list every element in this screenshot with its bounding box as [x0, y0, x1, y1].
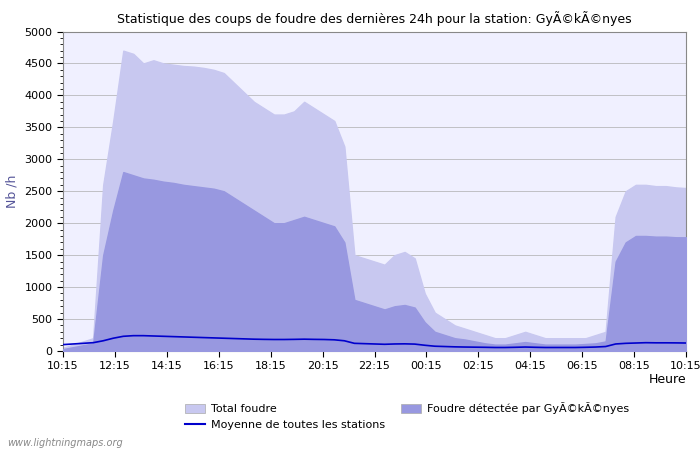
- Y-axis label: Nb /h: Nb /h: [6, 175, 19, 208]
- Title: Statistique des coups de foudre des dernières 24h pour la station: GyÃ©kÃ©nyes: Statistique des coups de foudre des dern…: [117, 11, 632, 26]
- Text: Heure: Heure: [648, 374, 686, 387]
- Text: www.lightningmaps.org: www.lightningmaps.org: [7, 438, 122, 448]
- Legend: Total foudre, Moyenne de toutes les stations, Foudre détectée par GyÃ©kÃ©nyes: Total foudre, Moyenne de toutes les stat…: [181, 398, 634, 435]
